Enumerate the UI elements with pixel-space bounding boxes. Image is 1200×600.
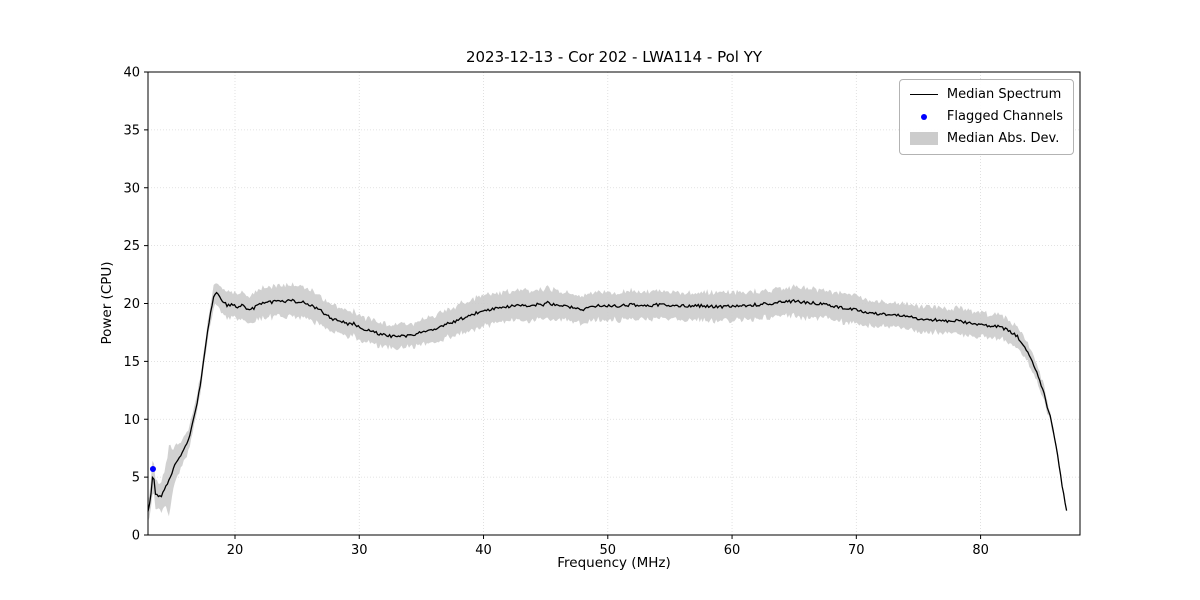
y-tick-label: 35 [123, 123, 140, 138]
x-tick-label: 50 [600, 543, 617, 558]
x-tick-label: 80 [972, 543, 989, 558]
legend: Median Spectrum Flagged Channels Median … [898, 79, 1074, 155]
legend-band-swatch-wrap [909, 132, 938, 146]
y-tick-label: 40 [123, 66, 140, 81]
y-tick-label: 20 [123, 297, 140, 312]
median-abs-dev-band [148, 282, 1067, 522]
legend-dot-swatch-wrap [910, 110, 938, 124]
y-tick-label: 0 [132, 529, 140, 544]
y-tick-label: 25 [123, 239, 140, 254]
x-tick-label: 30 [351, 543, 368, 558]
x-tick-label: 70 [848, 543, 865, 558]
flagged-channel-dot-icon [920, 113, 927, 120]
x-axis-label: Frequency (MHz) [557, 555, 671, 571]
legend-label-flagged-channels: Flagged Channels [946, 109, 1063, 124]
legend-label-median-spectrum: Median Spectrum [946, 87, 1062, 102]
y-axis-label: Power (CPU) [99, 261, 115, 345]
x-tick-label: 40 [475, 543, 492, 558]
y-tick-label: 30 [123, 181, 140, 196]
legend-item-median-spectrum: Median Spectrum [909, 87, 1063, 102]
x-tick-label: 20 [227, 543, 244, 558]
flagged-channel-point [149, 466, 156, 473]
median-spectrum-line [147, 291, 1068, 512]
legend-item-median-abs-dev: Median Abs. Dev. [909, 131, 1063, 146]
chart-title: 2023-12-13 - Cor 202 - LWA114 - Pol YY [465, 48, 763, 66]
legend-line-swatch-wrap [909, 88, 938, 102]
legend-label-median-abs-dev: Median Abs. Dev. [946, 131, 1060, 146]
y-tick-label: 15 [123, 355, 140, 370]
y-tick-label: 5 [132, 471, 140, 486]
legend-item-flagged-channels: Flagged Channels [910, 109, 1063, 124]
median-abs-dev-band-icon [909, 132, 938, 145]
x-tick-label: 60 [724, 543, 741, 558]
median-spectrum-line-icon [909, 94, 938, 95]
y-tick-label: 10 [123, 413, 140, 428]
